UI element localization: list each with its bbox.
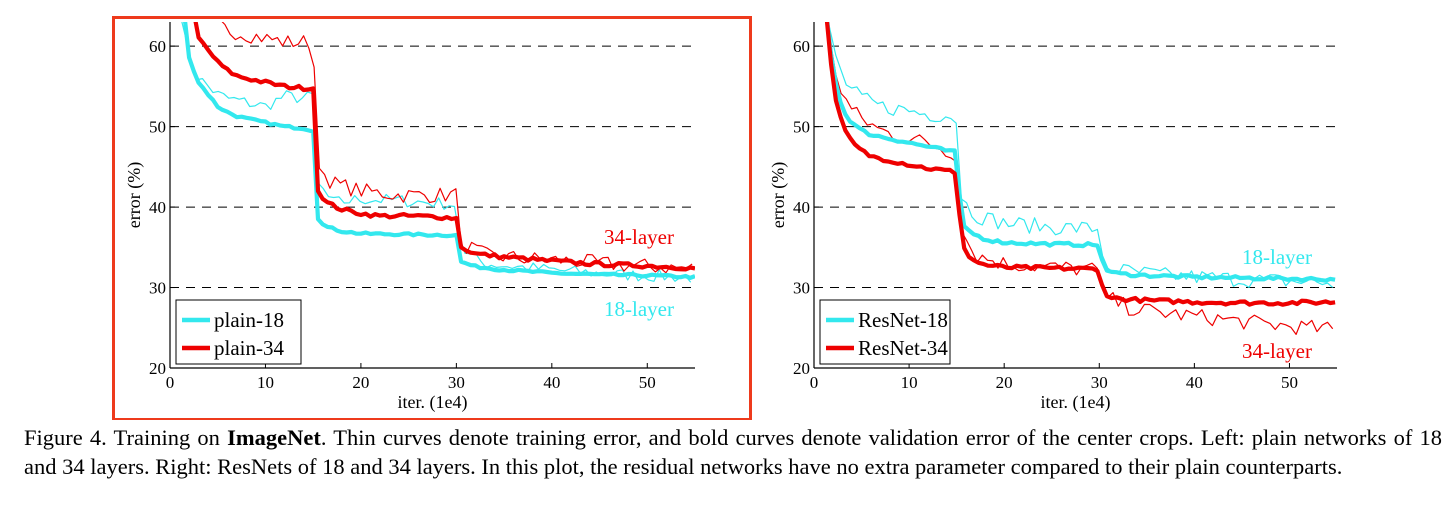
annotation-18-layer: 18-layer [604, 297, 674, 321]
x-tick-label: 50 [639, 373, 656, 392]
resnet-34-train-line [826, 22, 1334, 335]
x-tick-label: 30 [448, 373, 465, 392]
plain-34-train-line [221, 22, 693, 274]
x-tick-label: 10 [901, 373, 918, 392]
figure-4: 20 30 40 50 60 0 10 20 30 40 50 iter. (1e4) error (%… [112, 16, 1337, 420]
y-tick-label: 20 [793, 359, 810, 378]
x-axis-label: iter. (1e4) [1041, 392, 1111, 413]
y-tick-label: 50 [149, 118, 166, 137]
figure-caption: Figure 4. Training on ImageNet. Thin cur… [24, 423, 1442, 481]
x-tick-label: 40 [1186, 373, 1203, 392]
x-tick-label: 20 [996, 373, 1013, 392]
plain-34-val-line [193, 22, 695, 272]
y-tick-label: 20 [149, 359, 166, 378]
annotation-34-layer: 34-layer [604, 225, 674, 249]
x-tick-label: 0 [166, 373, 175, 392]
y-axis-label: error (%) [768, 162, 789, 228]
x-tick-label: 10 [257, 373, 274, 392]
series-group [824, 22, 1336, 335]
legend-label: plain-18 [214, 308, 284, 332]
x-tick-label: 30 [1091, 373, 1108, 392]
legend-box [819, 299, 951, 365]
y-tick-label: 50 [793, 118, 810, 137]
y-axis-label: error (%) [124, 162, 145, 228]
resnet-18-val-line [825, 22, 1336, 283]
resnet-18-train-line [827, 22, 1334, 288]
caption-prefix: Figure 4. Training on [24, 425, 228, 450]
x-tick-label: 0 [810, 373, 819, 392]
y-tick-label: 40 [149, 198, 166, 217]
caption-rest: . Thin curves denote training error, and… [24, 425, 1442, 479]
legend-label: ResNet-34 [858, 336, 948, 360]
resnet-34-val-line [824, 22, 1336, 307]
annotation-34-layer: 34-layer [1242, 339, 1312, 363]
legend: plain-18 plain-34 [175, 299, 302, 365]
x-tick-label: 50 [1281, 373, 1298, 392]
plain-networks-chart: 20 30 40 50 60 0 10 20 30 40 50 iter. (1e4) error (%… [124, 22, 695, 413]
series-group [181, 22, 695, 283]
selection-box[interactable] [112, 16, 752, 420]
y-tick-label: 40 [793, 198, 810, 217]
x-axis-label: iter. (1e4) [398, 392, 468, 413]
y-tick-label: 60 [793, 37, 810, 56]
legend-box [175, 299, 302, 365]
caption-bold: ImageNet [227, 425, 321, 450]
x-tick-label: 40 [543, 373, 560, 392]
x-tick-label: 20 [352, 373, 369, 392]
y-tick-label: 30 [793, 279, 810, 298]
plain-18-val-line [183, 22, 695, 280]
legend: ResNet-18 ResNet-34 [819, 299, 951, 365]
annotation-18-layer: 18-layer [1242, 245, 1312, 269]
legend-label: ResNet-18 [858, 308, 948, 332]
resnet-chart: 20 30 40 50 60 0 10 20 30 40 50 iter. (1e4) error (%… [768, 22, 1337, 413]
legend-label: plain-34 [214, 336, 284, 360]
y-tick-label: 30 [149, 279, 166, 298]
y-tick-label: 60 [149, 37, 166, 56]
